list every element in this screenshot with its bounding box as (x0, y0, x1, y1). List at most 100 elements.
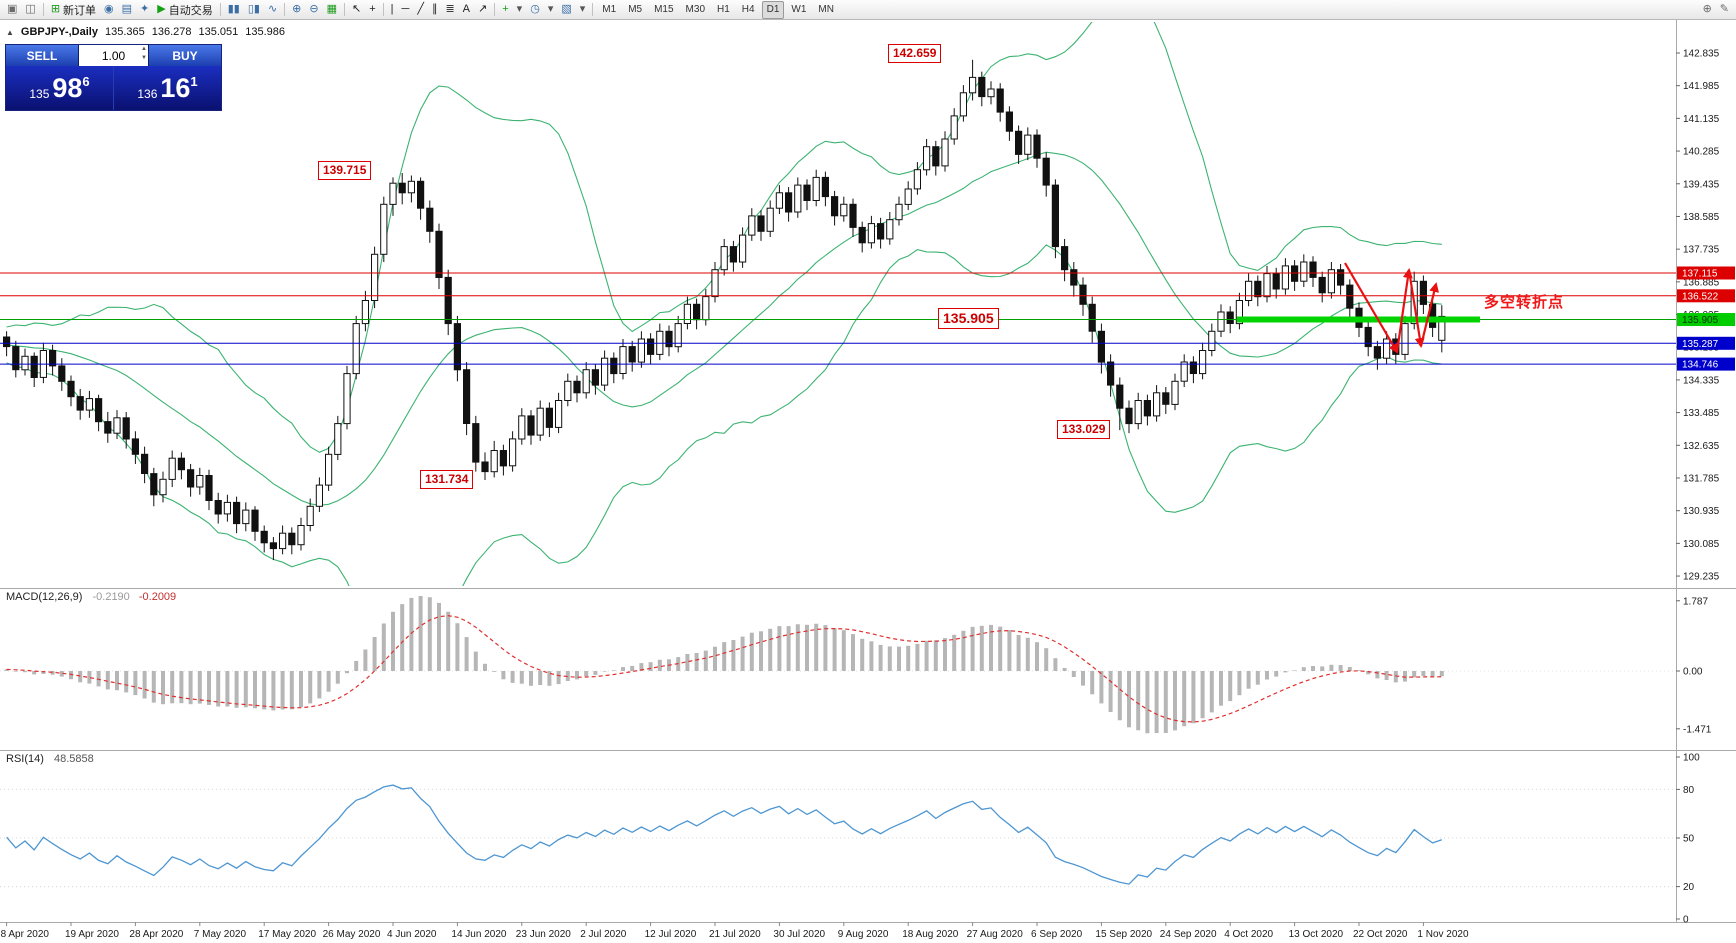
periods-caret-icon: ▾ (547, 3, 554, 15)
buy-button[interactable]: BUY (149, 45, 221, 66)
periods-caret-icon[interactable]: ▾ (545, 2, 557, 18)
autotrade-button[interactable]: ▶ 自动交易 (154, 2, 215, 18)
chart-title: ▲ GBPJPY-,Daily 135.365 136.278 135.051 … (6, 26, 285, 38)
magnifier-tool-icon[interactable]: ⊕ (1700, 2, 1715, 18)
tile-windows-icon: ▦ (326, 3, 338, 15)
rsi-value: 48.5858 (53, 753, 94, 765)
sell-price-pip: 6 (82, 73, 90, 89)
edit-tool-icon[interactable]: ✎ (1717, 2, 1732, 18)
timeframe-w1-button[interactable]: W1 (791, 4, 807, 15)
trendline-icon[interactable]: ╱ (414, 2, 427, 18)
fibonacci-icon[interactable]: ≣ (442, 2, 457, 18)
new-window-icon: ▣ (7, 3, 18, 15)
svg-text:130.935: 130.935 (1683, 506, 1720, 517)
channel-icon: ∥ (431, 3, 438, 15)
lot-size-input[interactable]: 1.00 ▲ ▼ (78, 45, 149, 66)
buy-price[interactable]: 136 16 1 (113, 66, 221, 110)
indicator-caret-icon: ▾ (516, 3, 523, 15)
bar-chart-icon[interactable]: ▮▮ (225, 2, 243, 18)
timeframe-h4-button[interactable]: H4 (741, 4, 755, 15)
new-order-button[interactable]: ⊞ 新订单 (48, 2, 99, 18)
line-chart-icon[interactable]: ∿ (265, 2, 280, 18)
arrows-tool-icon: ↗ (478, 3, 488, 15)
arrows-tool-icon[interactable]: ↗ (475, 2, 490, 18)
toolbar-separator (382, 3, 384, 16)
one-click-trading-panel: SELL 1.00 ▲ ▼ BUY 135 98 6 136 16 1 (5, 44, 222, 111)
svg-text:23 Jun 2020: 23 Jun 2020 (516, 929, 571, 940)
svg-text:20: 20 (1683, 882, 1695, 893)
zoom-out-icon: ⊖ (309, 3, 319, 15)
toolbar-separator (592, 3, 594, 16)
periods-icon: ◷ (530, 3, 540, 15)
svg-text:9 Aug 2020: 9 Aug 2020 (838, 929, 889, 940)
add-indicator-icon[interactable]: + (499, 2, 511, 18)
crosshair-icon[interactable]: + (366, 2, 378, 18)
toolbar-separator (42, 3, 44, 16)
svg-text:134.746: 134.746 (1682, 360, 1719, 371)
svg-text:17 May 2020: 17 May 2020 (258, 929, 316, 940)
svg-text:1 Nov 2020: 1 Nov 2020 (1417, 929, 1469, 940)
buy-price-prefix: 136 (137, 87, 158, 101)
channel-icon[interactable]: ∥ (429, 2, 441, 18)
zoom-out-icon[interactable]: ⊖ (306, 2, 321, 18)
svg-text:13 Oct 2020: 13 Oct 2020 (1289, 929, 1344, 940)
timeframe-d1-button[interactable]: D1 (761, 0, 785, 19)
sell-price[interactable]: 135 98 6 (6, 66, 113, 110)
price-callout: 139.715 (318, 161, 372, 180)
indicator-caret-icon[interactable]: ▾ (514, 2, 526, 18)
svg-text:133.485: 133.485 (1683, 408, 1720, 419)
svg-text:18 Aug 2020: 18 Aug 2020 (902, 929, 959, 940)
timeframe-m5-button[interactable]: M5 (628, 4, 643, 15)
price-callout: 135.905 (938, 308, 999, 329)
timeframe-m30-button[interactable]: M30 (685, 4, 705, 15)
zoom-in-icon[interactable]: ⊕ (289, 2, 304, 18)
step-down-icon[interactable]: ▼ (141, 55, 147, 61)
timeframe-m15-button[interactable]: M15 (654, 4, 674, 15)
periods-icon[interactable]: ◷ (527, 2, 543, 18)
cursor-icon: ↖ (352, 3, 362, 15)
svg-text:129.235: 129.235 (1683, 572, 1720, 583)
timeframe-m1-button[interactable]: M1 (602, 4, 617, 15)
svg-text:0.00: 0.00 (1683, 667, 1703, 678)
buy-price-main: 16 (160, 72, 191, 103)
svg-text:138.585: 138.585 (1683, 212, 1720, 223)
svg-text:50: 50 (1683, 834, 1695, 845)
market-watch-icon[interactable]: ◉ (101, 2, 117, 18)
svg-text:80: 80 (1683, 785, 1695, 796)
svg-text:28 Apr 2020: 28 Apr 2020 (129, 929, 183, 940)
svg-text:27 Aug 2020: 27 Aug 2020 (967, 929, 1024, 940)
horizontal-line-icon[interactable]: ─ (399, 2, 413, 18)
line-chart-icon: ∿ (267, 3, 278, 15)
collapse-panel-icon[interactable]: ▲ (6, 27, 14, 37)
step-up-icon[interactable]: ▲ (141, 46, 147, 52)
tile-windows-icon[interactable]: ▦ (324, 2, 340, 18)
svg-text:141.985: 141.985 (1683, 81, 1720, 92)
turning-point-annotation: 多空转折点 (1484, 294, 1565, 311)
timeframe-h1-button[interactable]: H1 (717, 4, 730, 15)
sell-button[interactable]: SELL (6, 45, 78, 66)
price-callout: 133.029 (1057, 420, 1111, 439)
navigator-icon[interactable]: ✦ (137, 2, 152, 18)
cursor-icon[interactable]: ↖ (349, 2, 364, 18)
candlestick-chart-icon[interactable]: ▯▮ (245, 2, 263, 18)
templates-caret-icon[interactable]: ▾ (577, 2, 589, 18)
new-window-icon[interactable]: ▣ (4, 2, 20, 18)
toolbar-separator (494, 3, 496, 16)
timeframe-mn-button[interactable]: MN (818, 4, 834, 15)
window-list-icon[interactable]: ◫ (22, 2, 38, 18)
svg-text:142.835: 142.835 (1683, 49, 1720, 60)
buy-price-pip: 1 (190, 73, 198, 89)
data-window-icon[interactable]: ▤ (119, 2, 135, 18)
horizontal-line-icon: ─ (401, 3, 410, 15)
vertical-line-icon[interactable]: | (388, 2, 397, 18)
lot-stepper[interactable]: ▲ ▼ (141, 45, 147, 63)
svg-text:21 Jul 2020: 21 Jul 2020 (709, 929, 761, 940)
window-list-icon: ◫ (25, 3, 36, 15)
text-tool-icon[interactable]: A (460, 2, 473, 18)
market-watch-icon: ◉ (104, 3, 114, 15)
text-tool-icon: A (462, 3, 471, 15)
svg-text:30 Jul 2020: 30 Jul 2020 (773, 929, 825, 940)
templates-icon[interactable]: ▧ (558, 2, 574, 18)
